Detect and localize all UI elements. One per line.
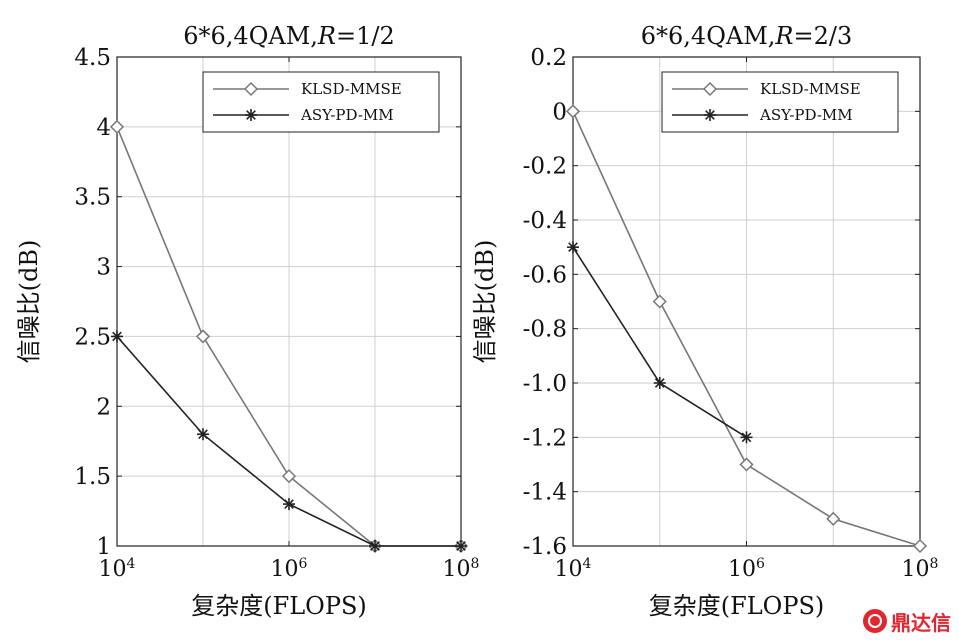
data-point-asterisk	[567, 241, 579, 254]
y-axis-label: 信噪比(dB)	[15, 240, 43, 364]
legend-marker-diamond	[243, 81, 259, 97]
dingdaxin-logo-icon	[863, 609, 887, 633]
x-tick-label: 104	[555, 556, 592, 582]
y-tick-label: 3.5	[74, 185, 111, 211]
x-axis-label: 复杂度(FLOPS)	[649, 592, 825, 620]
data-point-asterisk	[283, 498, 295, 511]
data-point-asterisk	[653, 377, 666, 389]
y-tick-label: -0.2	[523, 154, 567, 180]
data-point-diamond	[652, 294, 667, 309]
legend: KLSD-MMSE ASY-PD-MM	[202, 71, 440, 133]
series-asy-pd-mm	[111, 330, 467, 552]
y-tick-label: 1	[96, 534, 111, 560]
data-point-asterisk	[369, 540, 381, 552]
legend-marker-diamond	[702, 81, 718, 97]
chart-title: 6*6,4QAM,R=2/3	[641, 22, 852, 50]
data-point-diamond	[912, 538, 928, 554]
x-axis-label: 复杂度(FLOPS)	[191, 592, 367, 620]
y-tick-label: 2	[96, 394, 111, 420]
watermark-text: 鼎达信	[891, 610, 951, 635]
y-tick-label: 0	[552, 99, 567, 125]
y-tick-label: -1.4	[523, 480, 567, 506]
data-point-diamond	[739, 457, 754, 472]
x-tick-label: 108	[443, 556, 480, 582]
chart-panel-2: -1.6 -1.4 -1.2 -1.0 -0.8 -0.6 -0.4 -0.2 0 0.2 104 1…	[471, 22, 938, 620]
y-tick-label: 3	[96, 255, 111, 281]
legend-label: KLSD-MMSE	[301, 80, 402, 98]
x-tick-label: 106	[271, 556, 308, 582]
data-point-diamond	[281, 469, 297, 484]
y-tick-label: -0.4	[523, 208, 567, 234]
y-tick-label: 2.5	[74, 324, 111, 350]
x-tick-label: 108	[902, 556, 939, 582]
y-tick-label: -1.2	[523, 425, 567, 451]
data-point-asterisk	[111, 330, 123, 343]
y-tick-label: -1.0	[523, 371, 567, 397]
series-klsd-mmse	[565, 104, 928, 554]
legend-box	[202, 71, 440, 133]
y-tick-label: 4	[96, 115, 111, 141]
data-point-diamond	[565, 104, 581, 119]
y-tick-label: -0.6	[523, 262, 567, 288]
x-tick-label: 104	[99, 556, 136, 582]
watermark: 鼎达信	[863, 606, 951, 636]
y-tick-label: 4.5	[74, 45, 111, 71]
legend-label: ASY-PD-MM	[300, 106, 394, 124]
legend-box	[661, 71, 899, 133]
y-tick-label: -0.8	[523, 317, 567, 343]
legend-label: ASY-PD-MM	[759, 106, 853, 124]
data-point-asterisk	[740, 431, 753, 444]
y-axis-label: 信噪比(dB)	[471, 240, 499, 364]
y-tick-label: 0.2	[530, 45, 567, 71]
chart-panel-1: 1 1.5 2 2.5 3 3.5 4 4.5 104 106 108 6*6,4QAM,R=1/2 复…	[15, 22, 479, 620]
legend-marker-asterisk	[704, 109, 716, 121]
data-point-asterisk	[455, 540, 467, 552]
legend-label: KLSD-MMSE	[760, 80, 861, 98]
y-tick-label: -1.6	[523, 534, 567, 560]
data-point-diamond	[109, 119, 125, 134]
series-asy-pd-mm	[567, 241, 753, 444]
x-tick-label: 106	[728, 556, 765, 582]
y-tick-label: 1.5	[74, 464, 111, 490]
chart-title: 6*6,4QAM,R=1/2	[183, 22, 394, 50]
legend-marker-asterisk	[245, 109, 257, 121]
data-point-diamond	[195, 329, 211, 344]
data-point-asterisk	[197, 428, 209, 441]
legend: KLSD-MMSE ASY-PD-MM	[661, 71, 899, 133]
data-point-diamond	[826, 511, 841, 526]
